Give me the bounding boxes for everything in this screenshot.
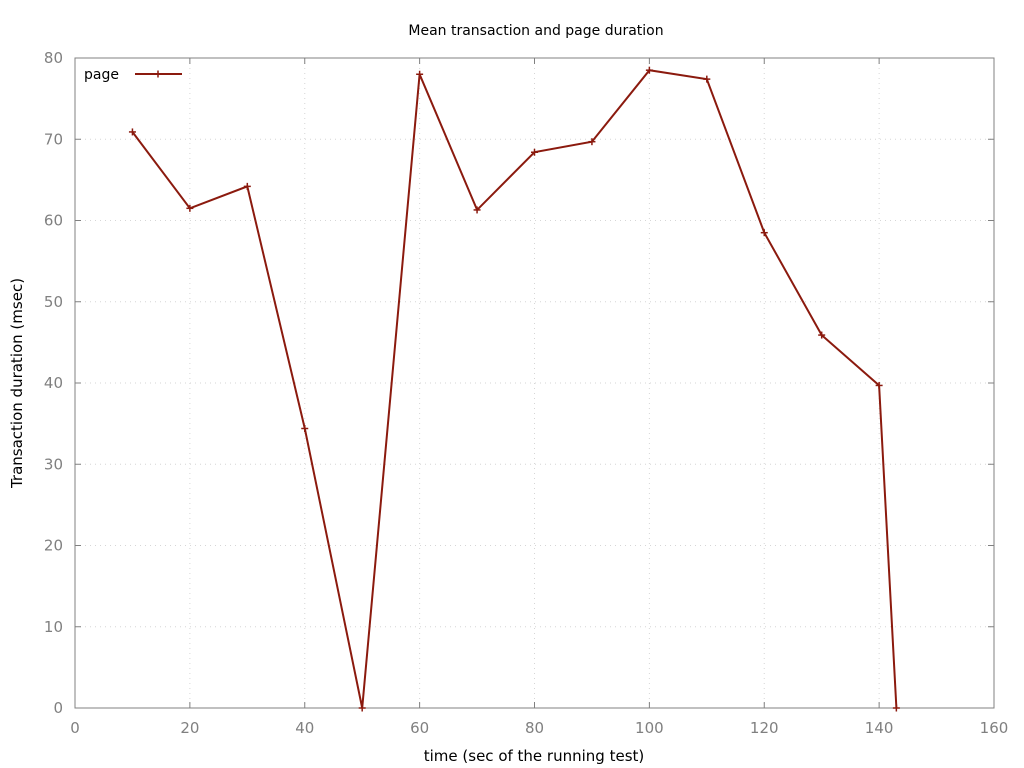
x-tick-label: 140 — [865, 719, 894, 737]
y-tick-label: 10 — [44, 618, 63, 636]
x-axis-label: time (sec of the running test) — [424, 747, 645, 765]
x-tick-label: 100 — [635, 719, 664, 737]
y-tick-label: 20 — [44, 537, 63, 555]
data-point — [473, 206, 481, 214]
y-tick-label: 50 — [44, 293, 63, 311]
data-point — [645, 66, 653, 74]
y-tick-label: 40 — [44, 374, 63, 392]
data-point — [358, 704, 366, 712]
x-tick-label: 160 — [980, 719, 1009, 737]
x-tick-label: 0 — [70, 719, 80, 737]
y-axis-label: Transaction duration (msec) — [8, 278, 26, 489]
data-point — [186, 204, 194, 212]
data-point — [760, 229, 768, 237]
legend-label-page: page — [84, 67, 119, 83]
y-tick-label: 80 — [44, 49, 63, 67]
series-page — [128, 66, 900, 712]
data-point — [243, 182, 251, 190]
y-axis-ticks: 0 10 20 30 40 50 60 70 80 — [44, 49, 994, 717]
y-tick-label: 30 — [44, 455, 63, 473]
data-point — [703, 75, 711, 83]
x-axis-ticks: 0 20 40 60 80 100 120 140 160 — [70, 58, 1008, 737]
series-line — [131, 69, 898, 709]
x-tick-label: 60 — [410, 719, 429, 737]
legend: page — [84, 67, 182, 83]
y-tick-label: 0 — [53, 699, 63, 717]
data-point — [128, 128, 136, 136]
x-tick-label: 20 — [180, 719, 199, 737]
data-point — [892, 704, 900, 712]
y-tick-label: 70 — [44, 130, 63, 148]
data-point — [588, 138, 596, 146]
data-point — [301, 425, 309, 432]
x-tick-label: 40 — [295, 719, 314, 737]
data-point — [875, 381, 883, 389]
data-point — [818, 331, 826, 339]
x-tick-label: 80 — [525, 719, 544, 737]
y-tick-label: 60 — [44, 212, 63, 230]
x-tick-label: 120 — [750, 719, 779, 737]
legend-marker-page — [154, 70, 162, 78]
chart-title: Mean transaction and page duration — [408, 23, 663, 39]
data-point — [531, 148, 538, 156]
data-point — [416, 70, 424, 78]
